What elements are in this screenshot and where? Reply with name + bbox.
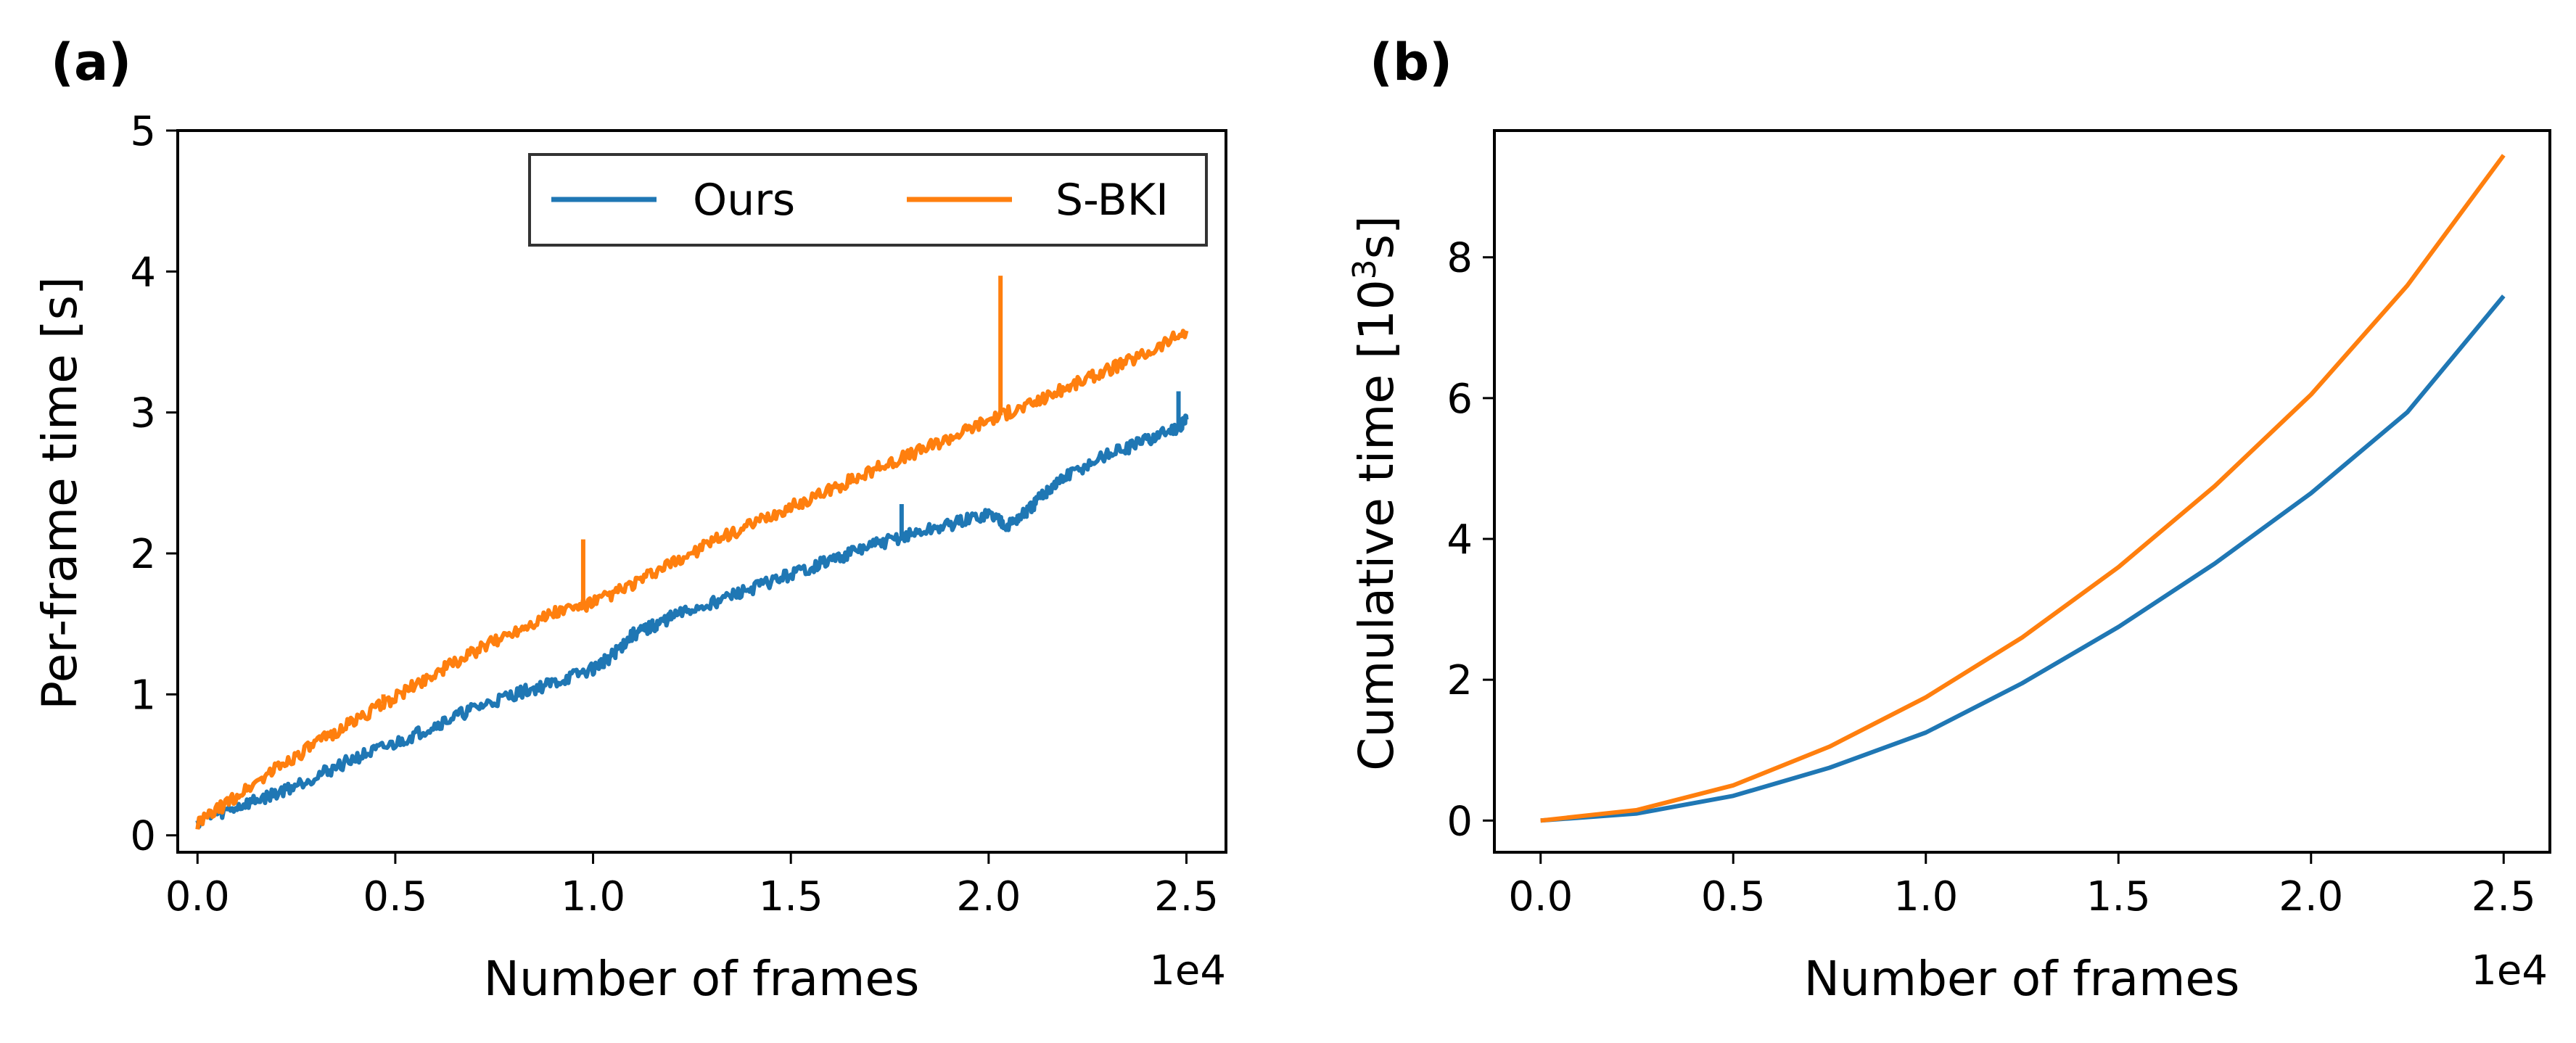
y-tick-label: 4	[1447, 516, 1473, 564]
x-tick-label: 2.5	[2472, 873, 2536, 920]
panel-b-x-axis-label: Number of frames	[1804, 951, 2240, 1007]
panel-a-frame	[176, 129, 1227, 854]
y-tick-label: 0	[130, 813, 156, 860]
legend-label-s-bki: S-BKI	[1055, 175, 1169, 226]
y-tick-label: 1	[130, 672, 156, 719]
x-tick-label: 1.0	[1893, 873, 1958, 920]
x-tick-label: 0.0	[1508, 873, 1573, 920]
x-tick-label: 0.5	[1701, 873, 1766, 920]
y-tick-label: 8	[1447, 235, 1473, 282]
y-tick-label: 3	[130, 390, 156, 437]
x-tick-label: 1.0	[561, 873, 625, 920]
series-line-s-bki	[195, 329, 1189, 830]
panel-a-x-ticks: 0.0 0.5 1.0 1.5 2.0 2.5	[165, 852, 1219, 920]
y-tick-label: 5	[130, 108, 156, 155]
x-tick-label: 2.5	[1154, 873, 1219, 920]
panel-a-label: (a)	[51, 33, 131, 92]
x-tick-label: 0.5	[363, 873, 427, 920]
panel-a-x-offset-text: 1e4	[1149, 947, 1226, 994]
panel-a-y-axis-label: Per-frame time [s]	[32, 276, 88, 709]
panel-b-y-ticks: 0 2 4 6 8	[1447, 235, 1494, 845]
panel-b-y-axis-label: Cumulative time [103s]	[1346, 215, 1404, 771]
x-tick-label: 0.0	[165, 873, 230, 920]
x-tick-label: 2.0	[956, 873, 1021, 920]
panel-b-plot	[1540, 154, 2506, 823]
panel-a-y-ticks: 0 1 2 3 4 5	[130, 108, 178, 860]
y-tick-label: 2	[130, 531, 156, 578]
legend-label-ours: Ours	[693, 175, 795, 226]
panel-a-plot	[195, 276, 1189, 830]
legend: Ours S-BKI	[528, 153, 1208, 247]
y-tick-label: 6	[1447, 376, 1473, 423]
y-tick-label: 0	[1447, 798, 1473, 845]
y-tick-label: 2	[1447, 657, 1473, 704]
panel-a-x-axis-label: Number of frames	[484, 951, 920, 1007]
panel-b-y-axis-label-exponent: 3	[1346, 259, 1383, 279]
x-tick-label: 1.5	[759, 873, 823, 920]
x-tick-label: 1.5	[2086, 873, 2151, 920]
panel-b-y-axis-label-unit: s]	[1349, 215, 1404, 259]
panel-b-y-axis-label-main: Cumulative time [10	[1349, 279, 1404, 771]
panel-b: (b) 0.0 0.5 1.0 1.5 2.0 2.5 0 2 4 6 8 Number of f…	[1346, 33, 2551, 1007]
x-tick-label: 2.0	[2279, 873, 2343, 920]
series-line-ours	[1540, 294, 2506, 823]
panel-b-x-ticks: 0.0 0.5 1.0 1.5 2.0 2.5	[1508, 852, 2536, 920]
y-tick-label: 4	[130, 249, 156, 296]
panel-b-label: (b)	[1370, 33, 1452, 92]
panel-a: (a) 0.0 0.5 1.0 1.5 2.0 2.5 0 1 2 3 4 5 Number of …	[32, 33, 1227, 1007]
panel-b-frame	[1493, 129, 2551, 854]
panel-b-x-offset-text: 1e4	[2471, 947, 2548, 994]
series-line-ours	[195, 413, 1189, 829]
series-line-s-bki	[1540, 154, 2506, 823]
